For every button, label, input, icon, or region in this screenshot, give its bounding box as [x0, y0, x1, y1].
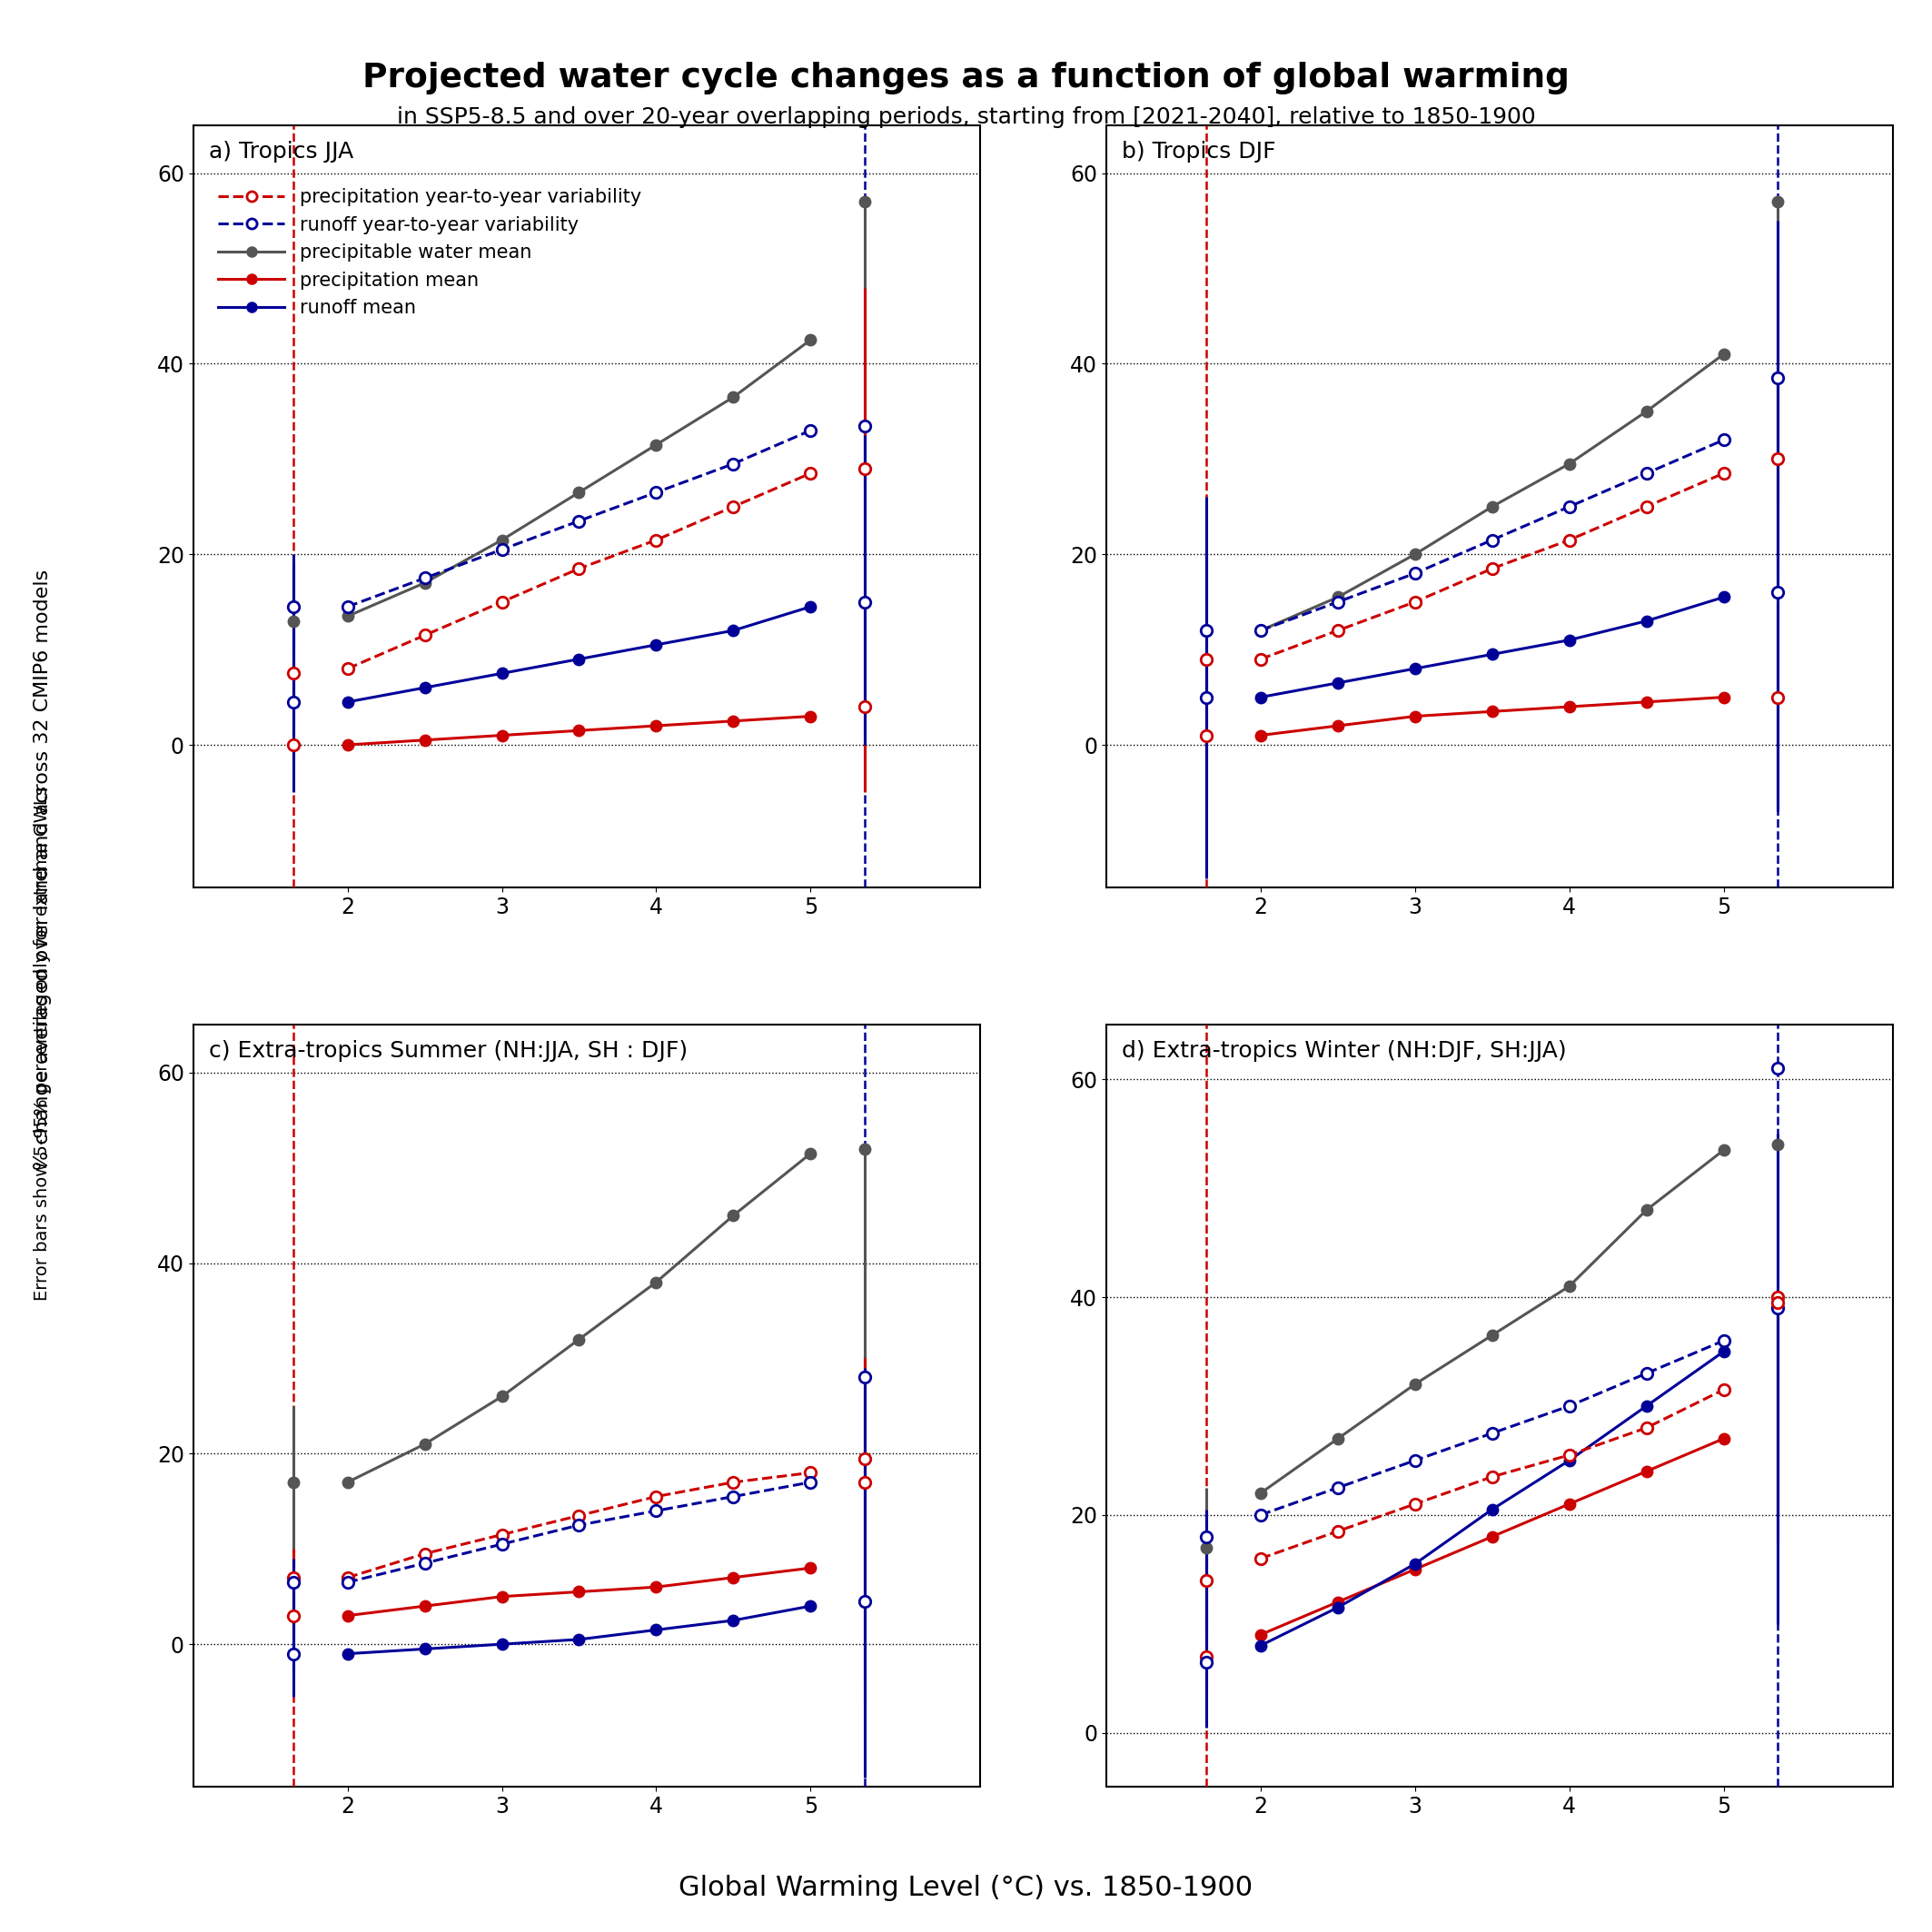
Text: c) Extra-tropics Summer (NH:JJA, SH : DJF): c) Extra-tropics Summer (NH:JJA, SH : DJ…: [209, 1039, 688, 1063]
Text: Projected water cycle changes as a function of global warming: Projected water cycle changes as a funct…: [363, 62, 1569, 95]
Text: Error bars show 5-95% percentiles only for extreme GWLs: Error bars show 5-95% percentiles only f…: [35, 786, 50, 1300]
Text: d) Extra-tropics Winter (NH:DJF, SH:JJA): d) Extra-tropics Winter (NH:DJF, SH:JJA): [1122, 1039, 1567, 1063]
Text: % change averaged over land and across 32 CMIP6 models: % change averaged over land and across 3…: [33, 570, 52, 1169]
Legend: precipitation year-to-year variability, runoff year-to-year variability, precipi: precipitation year-to-year variability, …: [211, 182, 649, 325]
Text: b) Tropics DJF: b) Tropics DJF: [1122, 141, 1275, 162]
Text: in SSP5-8.5 and over 20-year overlapping periods, starting from [2021-2040], rel: in SSP5-8.5 and over 20-year overlapping…: [396, 106, 1536, 128]
Text: a) Tropics JJA: a) Tropics JJA: [209, 141, 354, 162]
Text: Global Warming Level (°C) vs. 1850-1900: Global Warming Level (°C) vs. 1850-1900: [678, 1874, 1254, 1901]
